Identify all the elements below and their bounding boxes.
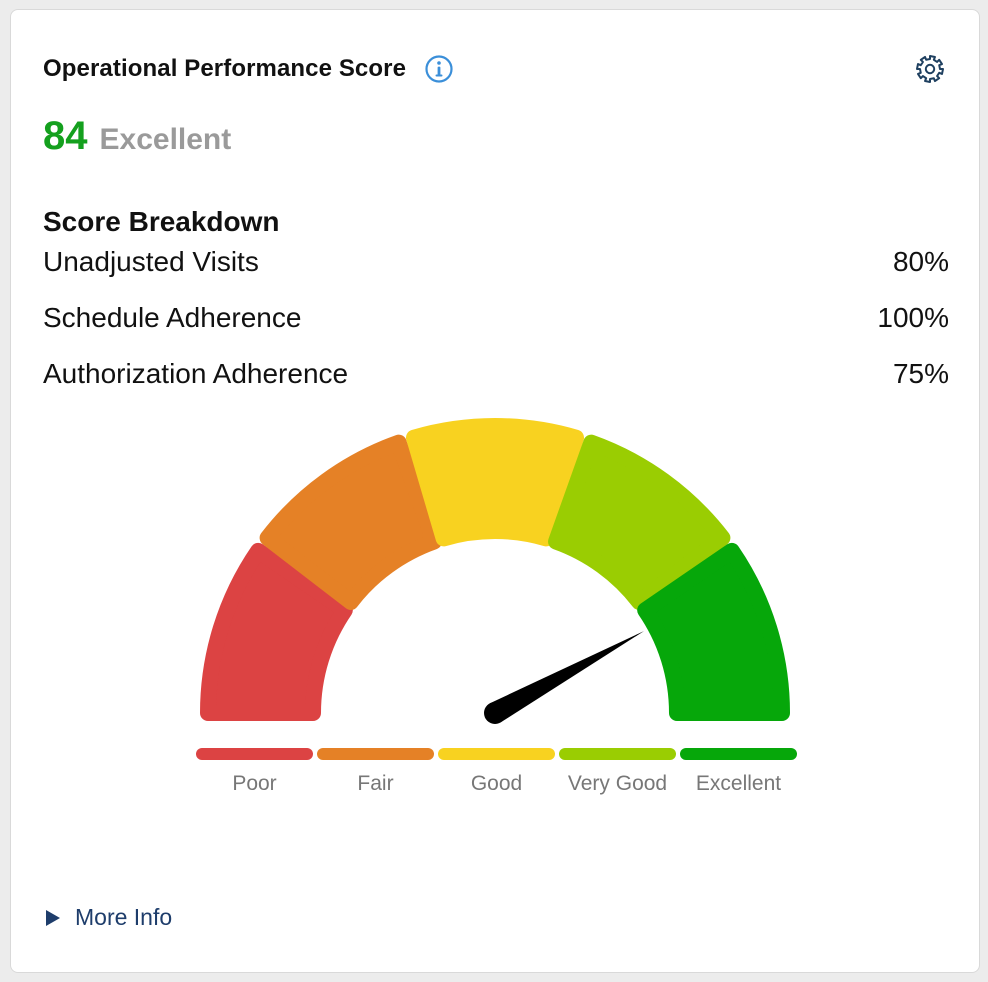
legend-item-fair: Fair	[317, 748, 434, 796]
score-value: 84	[43, 114, 88, 158]
info-icon[interactable]	[424, 54, 454, 84]
gauge-segment-poor	[200, 542, 353, 721]
gauge-segment-good	[405, 418, 585, 547]
breakdown-row-authorization-adherence: Authorization Adherence 75%	[43, 358, 949, 390]
score-summary: 84 Excellent	[43, 114, 231, 159]
gear-icon[interactable]	[913, 52, 947, 86]
more-info-label: More Info	[75, 904, 173, 930]
caret-right-icon	[46, 909, 60, 926]
breakdown-row-unadjusted-visits: Unadjusted Visits 80%	[43, 246, 949, 278]
legend-bar	[559, 748, 676, 760]
legend-label: Fair	[357, 772, 394, 795]
gauge-segment-fair	[259, 434, 442, 610]
legend-bar	[438, 748, 555, 760]
score-rating: Excellent	[99, 123, 232, 156]
card-header: Operational Performance Score	[43, 54, 454, 84]
gauge-segment-excellent	[637, 542, 790, 721]
legend-item-poor: Poor	[196, 748, 313, 796]
breakdown-value: 80%	[892, 246, 949, 277]
score-gauge	[200, 418, 790, 724]
breakdown-value: 75%	[892, 358, 949, 389]
legend-item-very-good: Very Good	[559, 748, 676, 796]
card-title: Operational Performance Score	[43, 55, 407, 82]
gauge-legend: Poor Fair Good Very Good Excellent	[196, 748, 797, 796]
breakdown-label: Unadjusted Visits	[43, 246, 259, 277]
breakdown-row-schedule-adherence: Schedule Adherence 100%	[43, 302, 949, 334]
legend-bar	[196, 748, 313, 760]
gauge-segment-very-good	[548, 434, 731, 610]
breakdown-value: 100%	[877, 302, 949, 333]
legend-item-excellent: Excellent	[680, 748, 797, 796]
legend-label: Poor	[232, 772, 277, 795]
legend-bar	[317, 748, 434, 760]
breakdown-title: Score Breakdown	[43, 206, 280, 237]
legend-label: Good	[470, 772, 523, 795]
performance-score-card: Operational Performance Score 84 Excelle…	[10, 9, 980, 973]
gauge-needle	[489, 631, 644, 723]
more-info-toggle[interactable]: More Info	[45, 904, 172, 931]
legend-label: Very Good	[567, 772, 668, 795]
legend-item-good: Good	[438, 748, 555, 796]
breakdown-label: Schedule Adherence	[43, 302, 302, 333]
gauge-needle-hub	[484, 702, 506, 724]
breakdown-label: Authorization Adherence	[43, 358, 349, 389]
legend-label: Excellent	[695, 772, 782, 795]
legend-bar	[680, 748, 797, 760]
